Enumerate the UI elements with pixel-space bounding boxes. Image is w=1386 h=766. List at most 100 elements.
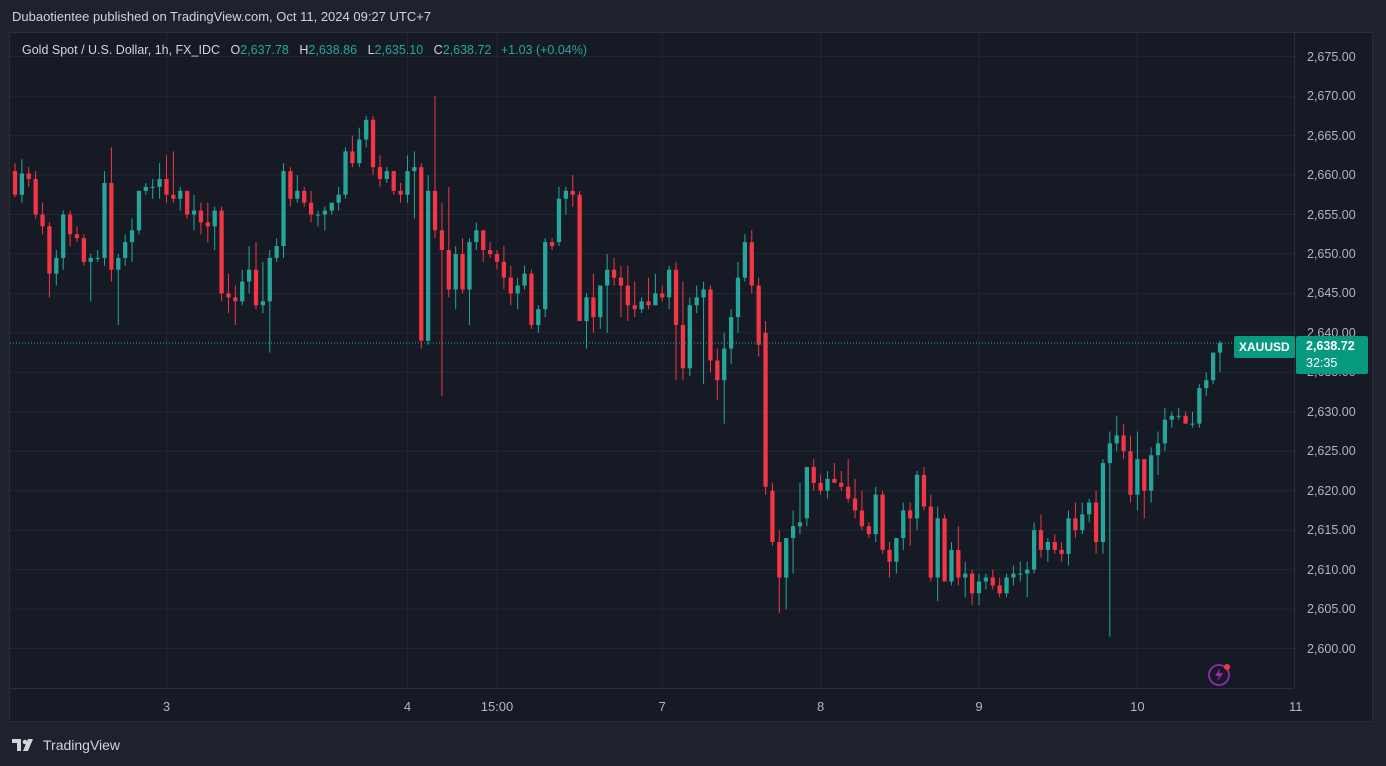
open-value: 2,637.78 — [240, 43, 289, 57]
candle-body — [611, 269, 617, 278]
candle-body — [839, 482, 844, 487]
candle-body — [33, 178, 38, 215]
price-tick-label: 2,650.00 — [1307, 246, 1356, 261]
candle-body — [763, 332, 768, 487]
candle-body — [914, 474, 920, 519]
candle-body — [102, 182, 107, 258]
time-tick-label: 4 — [403, 699, 412, 714]
candle-body — [19, 173, 25, 195]
candle-body — [1176, 415, 1181, 417]
candle-body — [467, 242, 472, 290]
candle-body — [1004, 577, 1009, 594]
candle-body — [935, 518, 940, 578]
candle-body — [728, 317, 734, 349]
candle-body — [226, 293, 231, 298]
candle-body — [969, 573, 975, 594]
candle-body — [136, 190, 142, 231]
candle-body — [673, 269, 679, 325]
candle-body — [426, 190, 431, 341]
candle-body — [742, 242, 748, 278]
candle-body — [880, 494, 885, 550]
candle-body — [260, 301, 266, 306]
candle-body — [715, 360, 720, 381]
candle-body — [749, 242, 754, 286]
candle-body — [350, 151, 355, 164]
candle-body — [212, 210, 217, 227]
chart-plot-area[interactable] — [10, 33, 1294, 688]
candle-body — [474, 230, 479, 243]
candle-body — [1025, 569, 1030, 574]
candle-body — [315, 214, 321, 216]
last-price-tag: 2,638.72 32:35 — [1296, 336, 1368, 374]
candle-body — [694, 297, 699, 306]
candle-body — [1038, 530, 1044, 550]
candle-body — [487, 250, 493, 254]
candle-body — [1197, 388, 1202, 424]
candle-body — [329, 202, 334, 211]
price-tick-label: 2,655.00 — [1307, 207, 1356, 222]
candle-body — [1183, 415, 1188, 424]
candle-body — [942, 518, 947, 582]
time-tick-label: 11 — [1288, 699, 1303, 714]
lightning-icon[interactable] — [1207, 662, 1233, 688]
candle-body — [419, 167, 424, 341]
candle-body — [116, 257, 121, 270]
candle-body — [109, 182, 114, 270]
candle-body — [1059, 549, 1064, 554]
candle-body — [1093, 502, 1099, 543]
candle-body — [825, 478, 830, 491]
candle-body — [770, 490, 775, 543]
candle-body — [997, 585, 1002, 594]
price-tick-label: 2,675.00 — [1307, 49, 1356, 64]
price-tick-label: 2,620.00 — [1307, 483, 1356, 498]
candle-body — [88, 257, 93, 262]
candle-body — [281, 171, 286, 247]
candle-body — [26, 173, 31, 179]
candle-body — [790, 526, 796, 539]
candle-body — [536, 309, 541, 325]
candle-body — [591, 297, 596, 318]
candle-body — [549, 242, 555, 247]
candlestick-chart[interactable] — [10, 33, 1294, 688]
time-tick-label: 7 — [658, 699, 666, 714]
candle-body — [1128, 451, 1133, 495]
price-tick-label: 2,670.00 — [1307, 89, 1356, 104]
price-tick-label: 2,625.00 — [1307, 444, 1356, 459]
candle-body — [797, 522, 803, 527]
candle-body — [832, 478, 837, 483]
price-tick-label: 2,615.00 — [1307, 523, 1356, 538]
candle-body — [322, 210, 327, 215]
candle-body — [1107, 443, 1112, 464]
candle-body — [701, 289, 706, 298]
candle-body — [274, 246, 279, 258]
candle-body — [412, 167, 417, 172]
candle-body — [1121, 435, 1126, 452]
candle-body — [398, 190, 403, 195]
candle-body — [494, 253, 500, 262]
candle-body — [178, 190, 183, 199]
candle-body — [198, 210, 204, 223]
candle-body — [618, 277, 624, 286]
candle-body — [1066, 518, 1071, 554]
candle-body — [887, 549, 892, 562]
candle-body — [708, 289, 713, 361]
candle-body — [295, 190, 300, 199]
candle-body — [543, 242, 548, 310]
candle-body — [625, 285, 630, 306]
candle-body — [529, 273, 534, 325]
candle-body — [859, 510, 865, 527]
candle-body — [1114, 435, 1119, 444]
candle-body — [735, 277, 741, 318]
candle-body — [233, 297, 238, 302]
candle-body — [956, 549, 961, 578]
candle-body — [1190, 423, 1195, 425]
candle-body — [584, 297, 589, 322]
candle-body — [47, 226, 52, 274]
tradingview-logo[interactable]: TradingView — [12, 737, 120, 753]
candle-body — [1155, 443, 1161, 456]
candle-body — [81, 238, 86, 262]
candle-body — [556, 198, 562, 243]
candle-body — [1073, 518, 1078, 531]
candle-body — [40, 214, 45, 227]
